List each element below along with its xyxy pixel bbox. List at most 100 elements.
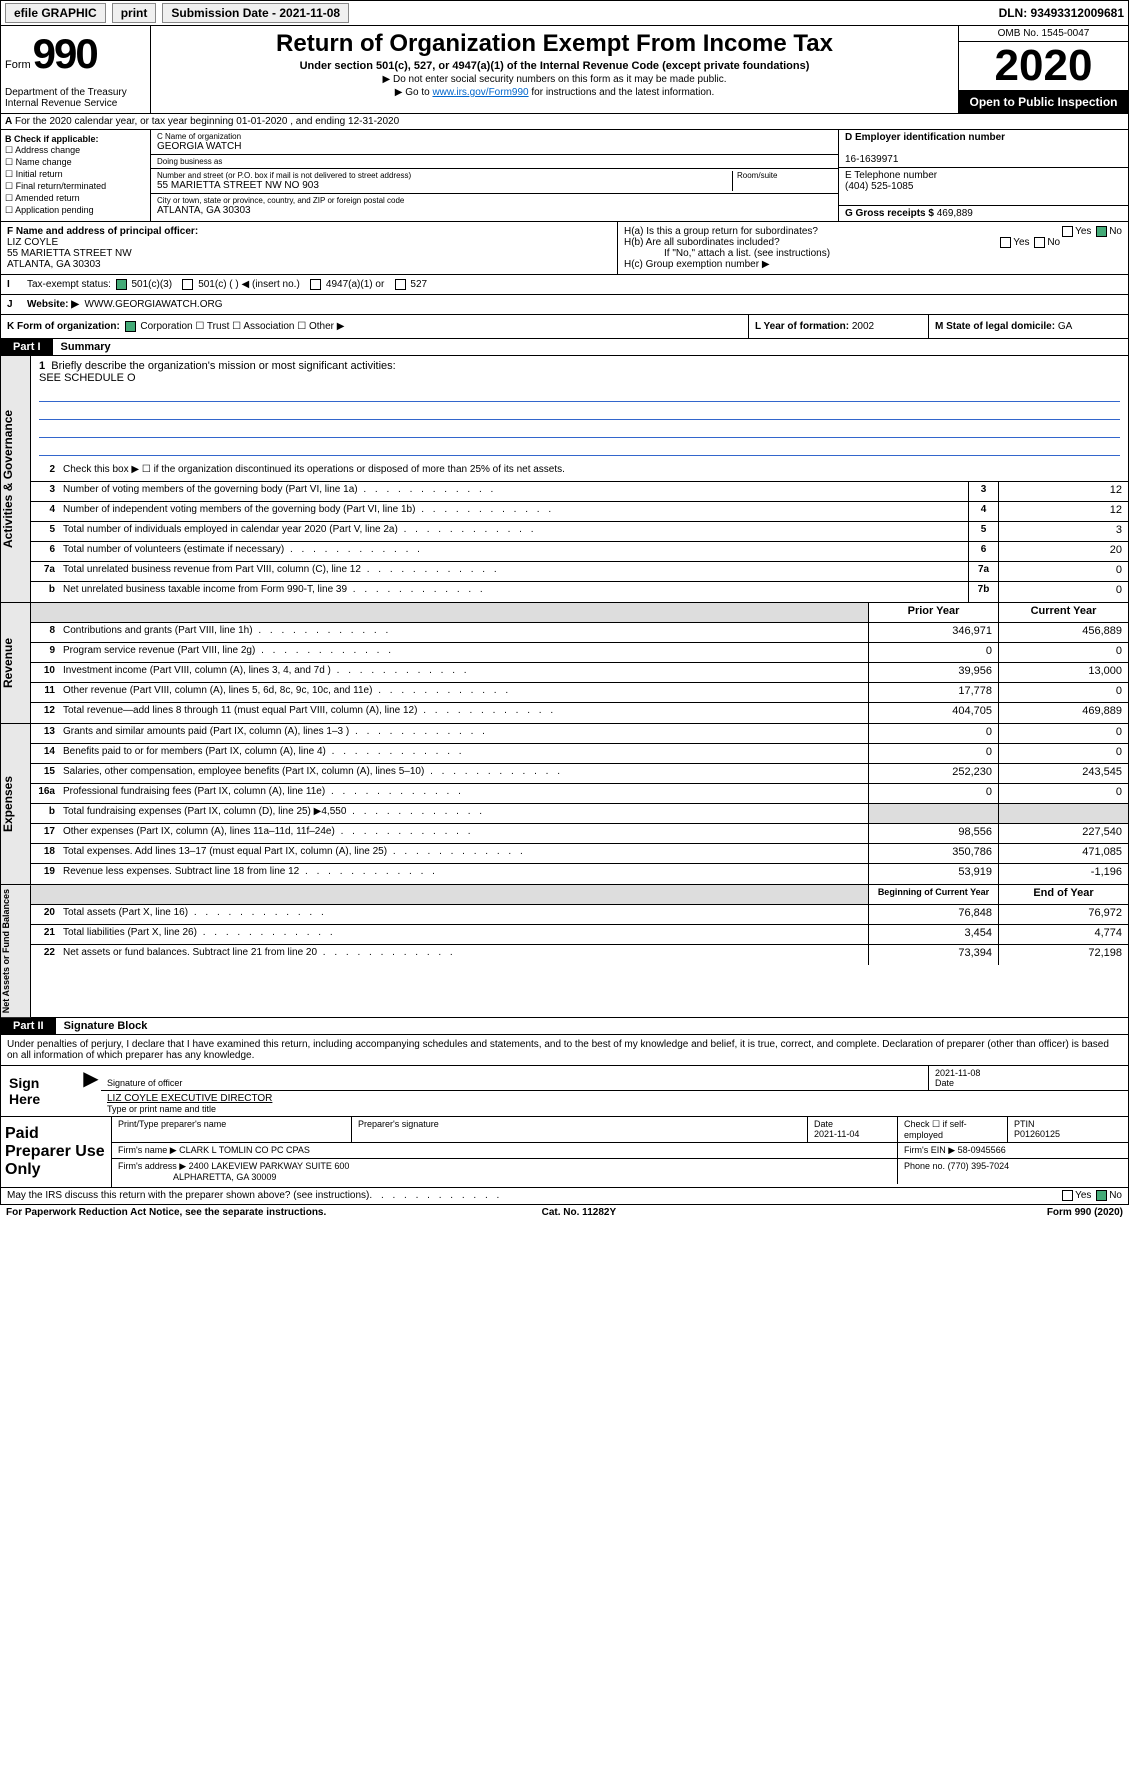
chk-527[interactable] bbox=[395, 279, 406, 290]
officer-addr2: ATLANTA, GA 30303 bbox=[7, 259, 101, 270]
netassets-section: Net Assets or Fund Balances Beginning of… bbox=[0, 885, 1129, 1018]
officer-name: LIZ COYLE bbox=[7, 237, 58, 248]
efile-button[interactable]: efile GRAPHIC bbox=[5, 3, 106, 23]
row-j: J Website: ▶ WWW.GEORGIAWATCH.ORG bbox=[0, 295, 1129, 315]
signature-block: Under penalties of perjury, I declare th… bbox=[0, 1035, 1129, 1188]
ptin-value: P01260125 bbox=[1014, 1129, 1060, 1139]
table-row: 8 Contributions and grants (Part VIII, l… bbox=[31, 623, 1128, 643]
dln-label: DLN: 93493312009681 bbox=[999, 6, 1124, 20]
row-a: A For the 2020 calendar year, or tax yea… bbox=[0, 114, 1129, 130]
tel-value: (404) 525-1085 bbox=[845, 181, 913, 192]
sign-here-label: Sign Here bbox=[1, 1066, 81, 1116]
firm-phone: (770) 395-7024 bbox=[948, 1161, 1010, 1171]
print-button[interactable]: print bbox=[112, 3, 157, 23]
table-row: 18 Total expenses. Add lines 13–17 (must… bbox=[31, 844, 1128, 864]
chk-address[interactable]: ☐ Address change bbox=[5, 145, 146, 156]
paid-preparer-label: Paid Preparer Use Only bbox=[1, 1117, 111, 1187]
table-row: 17 Other expenses (Part IX, column (A), … bbox=[31, 824, 1128, 844]
beg-year-hdr: Beginning of Current Year bbox=[868, 885, 998, 904]
governance-section: Activities & Governance 1 Briefly descri… bbox=[0, 356, 1129, 603]
room-label: Room/suite bbox=[737, 171, 832, 180]
form-number: 990 bbox=[33, 30, 97, 78]
chk-pending[interactable]: ☐ Application pending bbox=[5, 205, 146, 216]
firm-addr2: ALPHARETTA, GA 30009 bbox=[173, 1172, 276, 1182]
table-row: 3 Number of voting members of the govern… bbox=[31, 482, 1128, 502]
tax-status-label: Tax-exempt status: bbox=[27, 279, 111, 290]
prior-year-hdr: Prior Year bbox=[868, 603, 998, 622]
formorg-opts: Corporation ☐ Trust ☐ Association ☐ Othe… bbox=[140, 321, 344, 332]
addr-value: 55 MARIETTA STREET NW NO 903 bbox=[157, 180, 732, 191]
table-row: 21 Total liabilities (Part X, line 26) 3… bbox=[31, 925, 1128, 945]
org-name: GEORGIA WATCH bbox=[157, 141, 832, 152]
dept-label: Department of the Treasury Internal Reve… bbox=[5, 87, 146, 109]
state-domicile: GA bbox=[1058, 321, 1072, 332]
submission-date: Submission Date - 2021-11-08 bbox=[162, 3, 349, 23]
row-i: I Tax-exempt status: 501(c)(3) 501(c) ( … bbox=[0, 275, 1129, 295]
block-bcd: B Check if applicable: ☐ Address change … bbox=[0, 130, 1129, 222]
section-b-label: B Check if applicable: bbox=[5, 134, 99, 144]
table-row: 4 Number of independent voting members o… bbox=[31, 502, 1128, 522]
firm-ein: 58-0945566 bbox=[958, 1145, 1006, 1155]
note2-pre: ▶ Go to bbox=[395, 87, 433, 98]
top-toolbar: efile GRAPHIC print Submission Date - 20… bbox=[0, 0, 1129, 26]
pra-notice: For Paperwork Reduction Act Notice, see … bbox=[6, 1207, 326, 1218]
tel-label: E Telephone number bbox=[845, 170, 937, 181]
row-fgh: F Name and address of principal officer:… bbox=[0, 222, 1129, 275]
hc-label: H(c) Group exemption number ▶ bbox=[624, 259, 1122, 270]
ein-value: 16-1639971 bbox=[845, 154, 898, 165]
curr-year-hdr: Current Year bbox=[998, 603, 1128, 622]
table-row: 12 Total revenue—add lines 8 through 11 … bbox=[31, 703, 1128, 723]
chk-amended[interactable]: ☐ Amended return bbox=[5, 193, 146, 204]
form-subtitle: Under section 501(c), 527, or 4947(a)(1)… bbox=[155, 60, 954, 72]
hb-note: If "No," attach a list. (see instruction… bbox=[624, 248, 1122, 259]
q1-label: Briefly describe the organization's miss… bbox=[51, 360, 395, 372]
table-row: 14 Benefits paid to or for members (Part… bbox=[31, 744, 1128, 764]
firm-name: CLARK L TOMLIN CO PC CPAS bbox=[179, 1145, 310, 1155]
officer-sig-name: LIZ COYLE EXECUTIVE DIRECTOR bbox=[107, 1093, 272, 1104]
officer-addr1: 55 MARIETTA STREET NW bbox=[7, 248, 132, 259]
discuss-text: May the IRS discuss this return with the… bbox=[7, 1190, 369, 1201]
formorg-label: K Form of organization: bbox=[7, 321, 120, 332]
website-value: WWW.GEORGIAWATCH.ORG bbox=[85, 299, 223, 310]
city-label: City or town, state or province, country… bbox=[157, 196, 832, 205]
table-row: 5 Total number of individuals employed i… bbox=[31, 522, 1128, 542]
q1-value: SEE SCHEDULE O bbox=[39, 372, 136, 384]
ha-label: H(a) Is this a group return for subordin… bbox=[624, 226, 818, 237]
officer-label: F Name and address of principal officer: bbox=[7, 226, 198, 237]
chk-initial[interactable]: ☐ Initial return bbox=[5, 169, 146, 180]
city-value: ATLANTA, GA 30303 bbox=[157, 205, 832, 216]
part2-header: Part II Signature Block bbox=[0, 1018, 1129, 1035]
table-row: 11 Other revenue (Part VIII, column (A),… bbox=[31, 683, 1128, 703]
form-header: Form 990 Department of the Treasury Inte… bbox=[0, 26, 1129, 114]
form-title: Return of Organization Exempt From Incom… bbox=[155, 30, 954, 58]
website-label: Website: ▶ bbox=[27, 299, 79, 310]
chk-final[interactable]: ☐ Final return/terminated bbox=[5, 181, 146, 192]
table-row: 6 Total number of volunteers (estimate i… bbox=[31, 542, 1128, 562]
chk-501c3[interactable] bbox=[116, 279, 127, 290]
firm-addr1: 2400 LAKEVIEW PARKWAY SUITE 600 bbox=[189, 1161, 350, 1171]
chk-4947[interactable] bbox=[310, 279, 321, 290]
inspection-badge: Open to Public Inspection bbox=[959, 91, 1128, 113]
side-governance: Activities & Governance bbox=[1, 356, 31, 602]
gross-label: G Gross receipts $ bbox=[845, 208, 937, 219]
form-note1: ▶ Do not enter social security numbers o… bbox=[155, 74, 954, 85]
chk-name[interactable]: ☐ Name change bbox=[5, 157, 146, 168]
form-prefix: Form bbox=[5, 59, 31, 71]
table-row: 7a Total unrelated business revenue from… bbox=[31, 562, 1128, 582]
table-row: 15 Salaries, other compensation, employe… bbox=[31, 764, 1128, 784]
cat-no: Cat. No. 11282Y bbox=[542, 1207, 616, 1218]
perjury-text: Under penalties of perjury, I declare th… bbox=[1, 1035, 1128, 1065]
omb-number: OMB No. 1545-0047 bbox=[959, 26, 1128, 42]
chk-501c[interactable] bbox=[182, 279, 193, 290]
discuss-row: May the IRS discuss this return with the… bbox=[0, 1188, 1129, 1204]
side-revenue: Revenue bbox=[1, 603, 31, 723]
irs-link[interactable]: www.irs.gov/Form990 bbox=[432, 87, 528, 98]
form-ref: Form 990 (2020) bbox=[1047, 1207, 1123, 1218]
year-formation: 2002 bbox=[852, 321, 874, 332]
footer: For Paperwork Reduction Act Notice, see … bbox=[0, 1205, 1129, 1220]
chk-corp[interactable] bbox=[125, 321, 136, 332]
ein-label: D Employer identification number bbox=[845, 132, 1005, 143]
dba-label: Doing business as bbox=[157, 157, 832, 166]
q2-label: Check this box ▶ ☐ if the organization d… bbox=[59, 462, 1128, 481]
table-row: 22 Net assets or fund balances. Subtract… bbox=[31, 945, 1128, 965]
